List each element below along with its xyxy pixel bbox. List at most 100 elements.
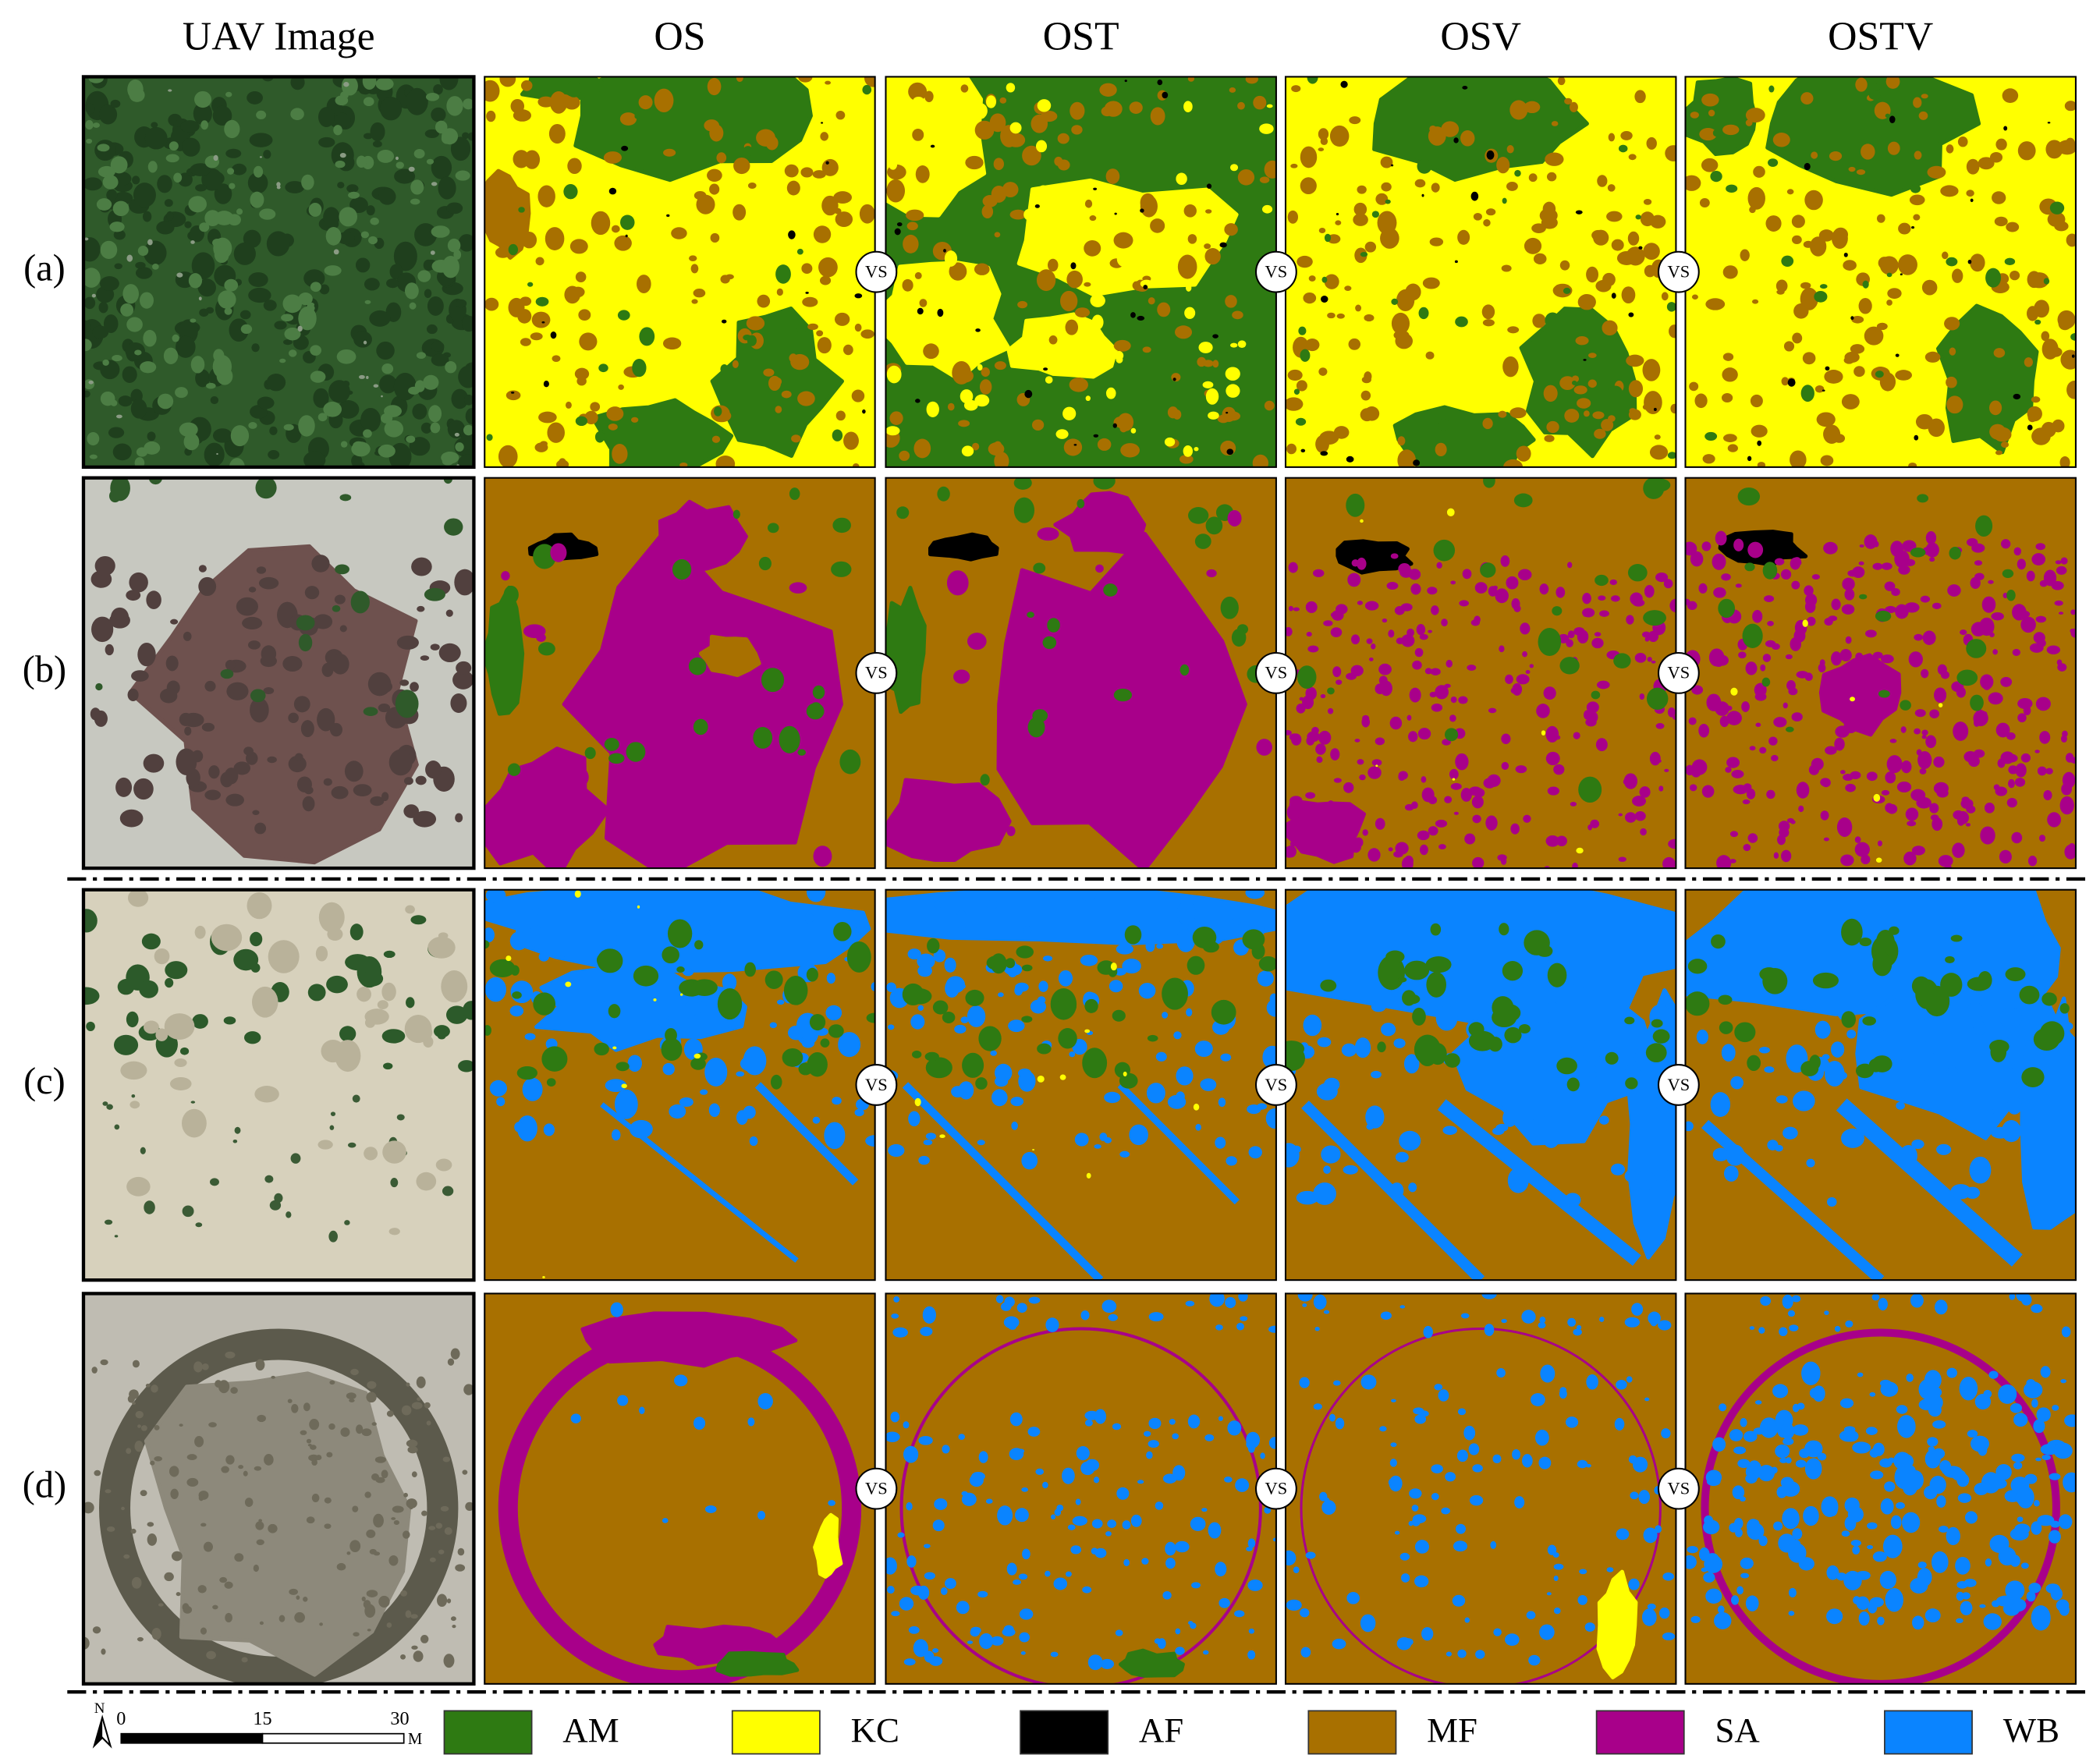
- patch: [1833, 227, 1849, 242]
- patch: [1576, 847, 1584, 854]
- patch: [1019, 1632, 1030, 1643]
- patch: [1841, 918, 1863, 946]
- patch: [1020, 1651, 1026, 1655]
- patch: [1577, 293, 1596, 310]
- patch: [1775, 1144, 1783, 1152]
- patch: [1880, 654, 1894, 664]
- patch: [956, 369, 974, 383]
- patch: [254, 165, 264, 178]
- patch: [1831, 598, 1841, 611]
- patch: [1659, 1607, 1670, 1619]
- patch: [190, 240, 195, 244]
- patch: [1753, 165, 1765, 178]
- patch: [1556, 1057, 1577, 1075]
- patch: [1360, 1374, 1377, 1390]
- region: [698, 634, 761, 678]
- patch: [248, 272, 268, 287]
- patch: [1632, 796, 1647, 807]
- patch: [1918, 1379, 1937, 1400]
- patch: [317, 413, 328, 422]
- patch: [392, 1505, 404, 1513]
- patch: [329, 722, 342, 737]
- patch: [679, 1097, 693, 1107]
- patch: [906, 660, 917, 674]
- vs-label: VS: [1668, 1478, 1690, 1498]
- patch: [1399, 1130, 1421, 1151]
- patch: [169, 1077, 192, 1090]
- patch: [1257, 1103, 1268, 1110]
- patch: [565, 981, 572, 987]
- patch: [1649, 445, 1669, 460]
- patch: [382, 1140, 406, 1164]
- patch: [537, 185, 555, 207]
- patch: [570, 1413, 581, 1423]
- patch: [127, 688, 139, 701]
- patch: [83, 177, 103, 191]
- patch: [825, 80, 832, 85]
- patch: [1506, 145, 1514, 154]
- patch: [393, 1520, 400, 1525]
- patch: [688, 657, 707, 675]
- patch: [1850, 316, 1854, 321]
- patch: [1503, 459, 1524, 467]
- patch: [335, 564, 349, 575]
- patch: [1501, 733, 1511, 745]
- patch: [1817, 1452, 1827, 1461]
- patch: [1324, 274, 1339, 289]
- patch: [1764, 595, 1775, 602]
- patch: [2040, 1366, 2051, 1378]
- patch: [206, 382, 216, 389]
- patch: [1305, 1551, 1316, 1559]
- patch: [1886, 272, 1892, 278]
- patch: [1264, 400, 1275, 411]
- patch: [311, 555, 330, 573]
- patch: [1909, 194, 1925, 206]
- patch: [2034, 750, 2040, 753]
- patch: [704, 119, 719, 132]
- patch: [200, 1523, 207, 1527]
- patch: [1864, 326, 1884, 346]
- patch: [317, 707, 335, 732]
- patch: [83, 320, 91, 334]
- patch: [1481, 304, 1495, 320]
- patch: [326, 1452, 333, 1458]
- patch: [194, 90, 212, 108]
- patch: [208, 1422, 217, 1427]
- patch: [247, 90, 263, 105]
- patch: [1288, 562, 1298, 573]
- patch: [1868, 1058, 1883, 1072]
- patch: [1009, 122, 1022, 134]
- patch: [1379, 1426, 1387, 1432]
- patch: [431, 182, 438, 186]
- patch: [1034, 204, 1040, 208]
- patch: [1667, 452, 1676, 459]
- patch: [1894, 550, 1910, 569]
- patch: [1793, 1090, 1815, 1111]
- patch: [1889, 115, 1896, 123]
- patch: [143, 753, 165, 773]
- patch: [145, 1383, 151, 1388]
- patch: [2060, 557, 2068, 565]
- patch: [1389, 1182, 1404, 1199]
- patch: [518, 207, 525, 213]
- patch: [1905, 807, 1919, 821]
- patch: [1662, 1572, 1675, 1581]
- patch: [1733, 1446, 1747, 1455]
- patch: [565, 401, 572, 409]
- patch: [924, 1544, 931, 1548]
- ring: [899, 1327, 1262, 1684]
- patch: [989, 113, 1006, 133]
- patch: [1940, 185, 1959, 197]
- patch: [1522, 1454, 1533, 1468]
- patch: [514, 1122, 523, 1133]
- patch: [1176, 901, 1197, 925]
- patch: [388, 1555, 399, 1566]
- patch: [266, 373, 286, 392]
- patch: [1155, 1051, 1167, 1062]
- patch: [1973, 710, 1988, 727]
- patch: [1559, 260, 1570, 271]
- patch: [452, 1624, 456, 1629]
- patch: [1928, 1403, 1942, 1417]
- patch: [118, 395, 133, 407]
- patch: [1609, 579, 1617, 586]
